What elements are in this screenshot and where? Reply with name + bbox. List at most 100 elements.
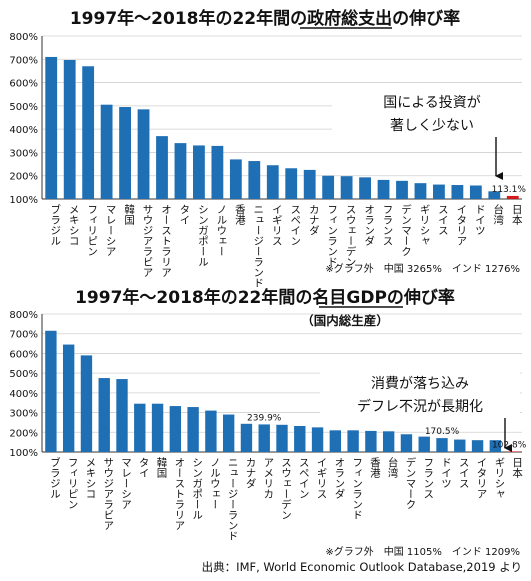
bar bbox=[454, 439, 466, 452]
bar bbox=[229, 159, 242, 199]
bar bbox=[340, 176, 353, 199]
annotation-background bbox=[320, 372, 520, 419]
y-tick-label: 300% bbox=[9, 148, 38, 159]
bar bbox=[98, 378, 110, 452]
x-tick-label: ノルウェー bbox=[215, 204, 227, 257]
footnote: ※グラフ外 中国 3265% インド 1276% bbox=[325, 262, 520, 275]
bar bbox=[506, 195, 519, 199]
chart-title: 1997年～2018年の22年間の政府総支出の伸び率 bbox=[70, 8, 460, 29]
x-tick-label: 日本 bbox=[511, 204, 523, 226]
y-tick-label: 300% bbox=[9, 409, 38, 420]
bar bbox=[266, 165, 279, 199]
chart-subtitle: （国内総生産） bbox=[301, 313, 389, 328]
annotation-text: 国による投資が bbox=[383, 95, 481, 111]
y-tick-label: 200% bbox=[9, 172, 38, 183]
data-label: 113.1% bbox=[492, 185, 527, 195]
bar bbox=[418, 436, 430, 452]
x-tick-label: デンマーク bbox=[400, 203, 412, 256]
bar bbox=[396, 180, 408, 199]
bar bbox=[451, 185, 464, 199]
chart-title: 1997年～2018年の22年間の名目GDPの伸び率 bbox=[75, 287, 455, 308]
x-tick-label: ブラジル bbox=[49, 456, 61, 499]
bar bbox=[45, 330, 57, 452]
data-label: 239.9% bbox=[247, 413, 282, 423]
x-tick-label: オーストラリア bbox=[160, 204, 172, 278]
x-tick-label: ニュージーランド bbox=[227, 457, 239, 541]
x-tick-label: 韓国 bbox=[123, 204, 135, 226]
bar bbox=[63, 59, 76, 200]
x-tick-label: ブラジル bbox=[49, 203, 61, 246]
x-tick-label: サウジアラビア bbox=[142, 204, 154, 278]
bar bbox=[119, 107, 131, 199]
x-tick-label: メキシコ bbox=[68, 204, 80, 246]
bar bbox=[400, 434, 413, 452]
x-tick-label: スウェーデン bbox=[280, 457, 292, 520]
y-tick-label: 100% bbox=[9, 195, 38, 206]
x-tick-label: デンマーク bbox=[404, 456, 416, 509]
bar bbox=[222, 414, 235, 452]
y-tick-label: 700% bbox=[9, 55, 38, 66]
x-tick-label: ドイツ bbox=[474, 204, 486, 236]
bar bbox=[156, 136, 168, 199]
bar bbox=[62, 344, 75, 452]
x-tick-label: ドイツ bbox=[440, 457, 452, 489]
x-tick-label: 日本 bbox=[511, 457, 523, 479]
y-tick-label: 800% bbox=[9, 310, 38, 321]
bar bbox=[471, 440, 484, 452]
x-tick-label: 台湾 bbox=[492, 203, 504, 226]
bar bbox=[303, 169, 316, 199]
bar bbox=[433, 184, 445, 199]
x-tick-label: ノルウェー bbox=[209, 457, 221, 510]
y-tick-label: 600% bbox=[9, 79, 38, 90]
x-tick-label: カナダ bbox=[244, 457, 256, 489]
annotation-text: デフレ不況が長期化 bbox=[357, 398, 483, 415]
bar bbox=[294, 425, 306, 452]
bar bbox=[82, 66, 95, 200]
x-tick-label: フィリピン bbox=[86, 204, 98, 257]
x-tick-label: オランダ bbox=[333, 457, 345, 499]
bar bbox=[285, 168, 298, 199]
x-tick-label: スペイン bbox=[298, 457, 310, 499]
bar bbox=[174, 143, 187, 199]
x-tick-label: ニュージーランド bbox=[252, 204, 264, 288]
x-tick-label: 台湾 bbox=[387, 456, 399, 479]
y-tick-label: 500% bbox=[9, 102, 38, 113]
annotation-text: 著しく少ない bbox=[390, 118, 474, 134]
bar bbox=[134, 403, 146, 452]
bar bbox=[187, 407, 199, 452]
y-tick-label: 800% bbox=[9, 32, 38, 43]
chart-panel-government-spending: 1997年～2018年の22年間の政府総支出の伸び率 100% 200% 300% 40… bbox=[9, 8, 531, 288]
y-tick-label: 100% bbox=[9, 448, 38, 459]
bar bbox=[116, 379, 128, 452]
x-tick-label: フランス bbox=[382, 204, 394, 246]
y-tick-label: 700% bbox=[9, 330, 38, 341]
bar bbox=[436, 438, 448, 452]
bar bbox=[311, 427, 324, 452]
x-tick-label: フィリピン bbox=[67, 457, 79, 510]
x-tick-label: フィンランド bbox=[326, 204, 338, 267]
bar bbox=[347, 430, 359, 452]
bar bbox=[137, 109, 150, 199]
bar bbox=[488, 191, 501, 199]
x-tick-label: シンガポール bbox=[197, 204, 209, 267]
y-tick-label: 500% bbox=[9, 369, 38, 380]
bar bbox=[469, 185, 482, 199]
bar bbox=[507, 451, 519, 453]
bar bbox=[382, 431, 395, 452]
y-tick-label: 400% bbox=[9, 125, 38, 136]
x-tick-label: 香港 bbox=[369, 457, 381, 478]
x-tick-label: タイ bbox=[138, 457, 150, 478]
bar bbox=[359, 177, 371, 199]
annotation-background bbox=[332, 91, 531, 138]
bar bbox=[365, 430, 377, 452]
x-tick-label: イギリス bbox=[316, 457, 328, 499]
x-tick-label: スペイン bbox=[289, 204, 301, 246]
bar bbox=[276, 424, 288, 452]
bar bbox=[377, 179, 390, 199]
bar bbox=[169, 406, 182, 452]
data-label: 170.5% bbox=[425, 427, 460, 437]
bar bbox=[248, 161, 261, 199]
x-tick-label: 香港 bbox=[234, 204, 246, 225]
